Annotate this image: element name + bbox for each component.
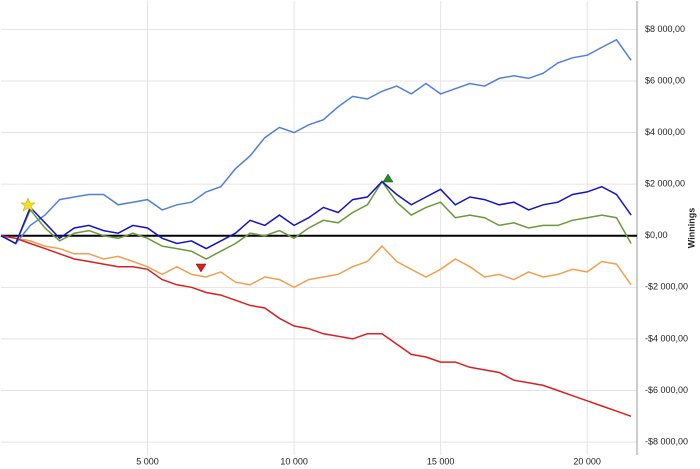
y-tick-label: -$8 000,00 bbox=[645, 436, 688, 446]
y-tick-label: -$2 000,00 bbox=[645, 282, 688, 292]
up-marker bbox=[382, 173, 394, 183]
y-tick-label: $4 000,00 bbox=[645, 127, 685, 137]
series-line bbox=[0, 234, 632, 418]
y-tick-label: $8 000,00 bbox=[645, 24, 685, 34]
y-tick-label: -$4 000,00 bbox=[645, 333, 688, 343]
series-line bbox=[0, 180, 632, 250]
star-marker bbox=[20, 197, 36, 212]
x-tick-label: 5 000 bbox=[136, 456, 159, 466]
y-tick-label: -$6 000,00 bbox=[645, 385, 688, 395]
y-tick-label: $0,00 bbox=[645, 230, 668, 240]
down-marker bbox=[195, 263, 207, 273]
y-axis-label: Winnings bbox=[686, 208, 696, 248]
series-line bbox=[0, 234, 632, 289]
series-line bbox=[0, 38, 632, 245]
series-line bbox=[0, 180, 632, 260]
x-tick-label: 15 000 bbox=[427, 456, 455, 466]
y-tick-label: $6 000,00 bbox=[645, 75, 685, 85]
x-tick-label: 10 000 bbox=[280, 456, 308, 466]
y-tick-label: $2 000,00 bbox=[645, 179, 685, 189]
x-tick-label: 20 000 bbox=[573, 456, 601, 466]
